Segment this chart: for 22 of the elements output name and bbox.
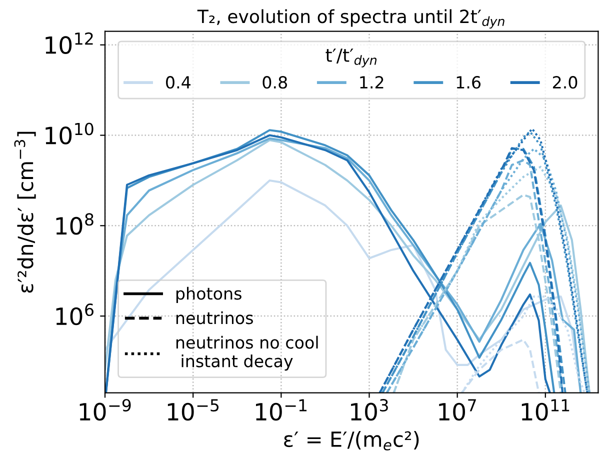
chart-title: T₂, evolution of spectra until 2t′$_{dyn}$: [197, 9, 504, 29]
legend-label: 0.8: [262, 76, 288, 89]
y-tick-label: 10$^{6}$: [56, 304, 94, 326]
x-tick-label: 10$^{−1}$: [256, 399, 307, 421]
x-tick-label: 10$^{11}$: [522, 399, 570, 421]
annotation: photons: [176, 286, 242, 304]
y-tick-label: 10$^{10}$: [46, 122, 94, 144]
legend-label: 0.4: [166, 76, 191, 89]
x-tick-label: 10$^{7}$: [439, 399, 476, 421]
legend-label: 2.0: [552, 76, 578, 89]
legend-label: 1.6: [456, 76, 481, 89]
x-tick-label: 10$^{3}$: [351, 399, 388, 421]
annotation: neutrinos no cool instant decay: [176, 336, 318, 371]
annotation: neutrinos: [176, 311, 253, 324]
x-tick-label: 10$^{−9}$: [80, 399, 131, 421]
y-tick-label: 10$^{12}$: [46, 32, 93, 54]
x-axis-title: ε′ = E′/(m$_{e}$c²): [284, 430, 419, 450]
y-tick-label: 10$^{8}$: [56, 213, 94, 235]
legend-label: 1.2: [360, 76, 384, 88]
x-tick-label: 10$^{−5}$: [168, 399, 219, 421]
legend-title: t′/t′$_{dyn}$: [326, 48, 377, 68]
y-axis-title: ε′²dn/dε′ [cm$^{−3}$]: [14, 132, 36, 293]
